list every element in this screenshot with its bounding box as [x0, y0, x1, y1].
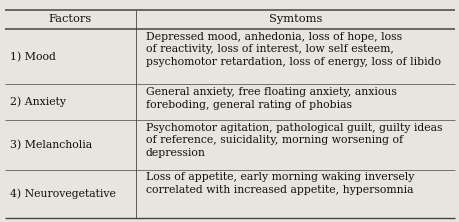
Text: Depressed mood, anhedonia, loss of hope, loss
of reactivity, loss of interest, l: Depressed mood, anhedonia, loss of hope,… [146, 32, 440, 67]
Text: Psychomotor agitation, pathological guilt, guilty ideas
of reference, suicidalit: Psychomotor agitation, pathological guil… [146, 123, 442, 158]
Text: 3) Melancholia: 3) Melancholia [10, 140, 92, 150]
Text: 1) Mood: 1) Mood [10, 52, 56, 62]
Text: Symtoms: Symtoms [268, 14, 322, 24]
Text: General anxiety, free floating anxiety, anxious
foreboding, general rating of ph: General anxiety, free floating anxiety, … [146, 87, 396, 110]
Text: 4) Neurovegetative: 4) Neurovegetative [10, 188, 116, 199]
Text: 2) Anxiety: 2) Anxiety [10, 97, 66, 107]
Text: Factors: Factors [48, 14, 92, 24]
Text: Loss of appetite, early morning waking inversely
correlated with increased appet: Loss of appetite, early morning waking i… [146, 172, 413, 195]
